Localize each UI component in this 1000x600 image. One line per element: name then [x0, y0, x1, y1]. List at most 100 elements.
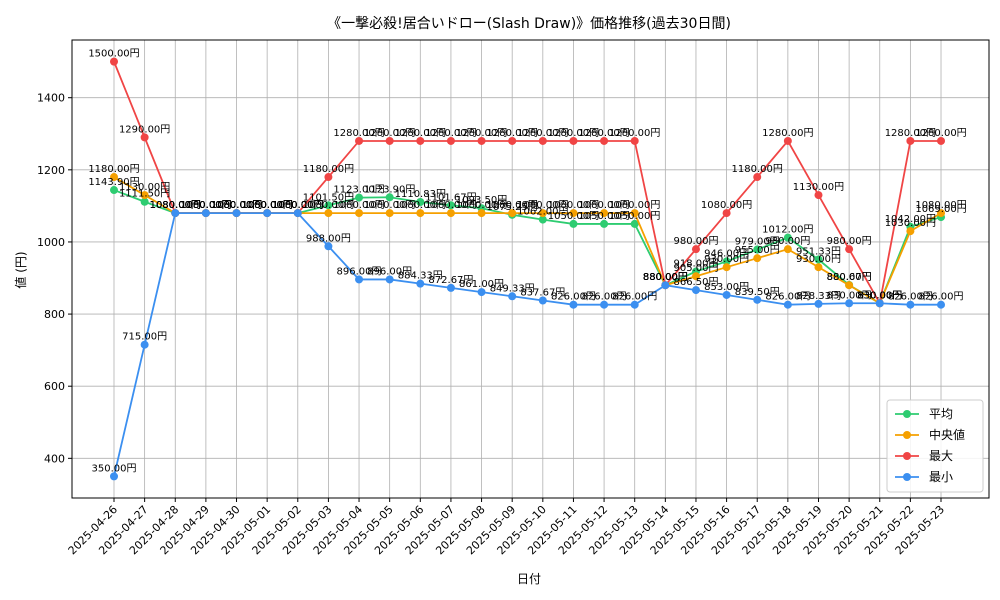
data-label: 839.50円: [735, 287, 780, 298]
data-label: 1050.00円: [609, 211, 660, 222]
data-point: [446, 283, 455, 292]
data-point: [783, 233, 792, 242]
data-label: 1280.00円: [517, 128, 568, 139]
data-point: [600, 209, 609, 218]
data-label: 826.00円: [765, 292, 810, 303]
data-label: 830.00円: [857, 290, 902, 301]
data-point: [324, 242, 333, 251]
data-point: [232, 209, 241, 218]
data-label: 1280.00円: [487, 128, 538, 139]
data-label: 880.00円: [827, 272, 872, 283]
data-point: [324, 201, 333, 210]
data-point: [722, 263, 731, 272]
y-tick-label: 1400: [37, 92, 65, 105]
data-label: 896.00円: [367, 266, 412, 277]
data-point: [753, 173, 762, 182]
data-label: 1080.00円: [180, 200, 231, 211]
data-label: 1101.67円: [425, 192, 476, 203]
data-point: [110, 173, 118, 182]
y-tick-label: 1200: [37, 164, 65, 177]
data-point: [845, 281, 854, 290]
legend-swatch-marker: [903, 473, 911, 481]
data-point: [845, 299, 854, 308]
chart-title: 《一撃必殺!居合いドロー(Slash Draw)》価格推移(過去30日間): [327, 16, 731, 32]
data-point: [630, 209, 639, 218]
data-label: 946.00円: [704, 248, 749, 259]
data-label: 988.00円: [306, 233, 351, 244]
data-label: 1111.50円: [119, 189, 170, 200]
data-label: 1080.00円: [211, 200, 262, 211]
data-point: [630, 219, 639, 228]
data-label: 1042.00円: [885, 214, 936, 225]
data-point: [538, 296, 547, 305]
data-point: [753, 295, 762, 304]
data-label: 1080.00円: [578, 200, 629, 211]
data-label: 1080.00円: [548, 200, 599, 211]
data-point: [355, 136, 364, 145]
data-label: 1280.00円: [885, 128, 936, 139]
data-point: [477, 288, 486, 297]
data-point: [600, 300, 609, 309]
data-label: 880.67円: [827, 272, 872, 283]
data-point: [722, 257, 731, 266]
data-point: [722, 209, 731, 218]
data-label: 830.00円: [857, 290, 902, 301]
data-point: [385, 275, 394, 284]
data-point: [538, 209, 547, 218]
data-point: [446, 209, 455, 218]
legend-swatch-marker: [903, 431, 911, 439]
data-point: [110, 472, 118, 481]
data-point: [753, 254, 762, 263]
data-label: 1290.00円: [119, 124, 170, 135]
legend-entry: 最小: [929, 470, 953, 484]
data-label: 872.67円: [428, 275, 473, 286]
data-label: 1180.00円: [303, 164, 354, 175]
data-label: 1080.00円: [241, 200, 292, 211]
data-point: [508, 136, 517, 145]
data-point: [600, 219, 609, 228]
legend-entry: 平均: [929, 407, 953, 421]
data-label: 1080.00円: [395, 200, 446, 211]
data-label: 1080.00円: [241, 200, 292, 211]
data-label: 1080.00円: [180, 200, 231, 211]
data-point: [906, 227, 915, 236]
data-label: 1075.25円: [487, 202, 538, 213]
data-point: [385, 136, 394, 145]
data-point: [140, 340, 149, 349]
data-point: [937, 209, 946, 218]
data-point: [691, 245, 700, 254]
y-axis-label: 値 (円): [13, 251, 28, 288]
data-label: 930.00円: [704, 254, 749, 265]
data-label: 1280.00円: [548, 128, 599, 139]
data-label: 1080.00円: [915, 200, 966, 211]
grid: [72, 40, 989, 498]
data-label: 1080.00円: [211, 200, 262, 211]
data-label: 1080.00円: [517, 200, 568, 211]
data-label: 1180.00円: [732, 164, 783, 175]
legend-entry: 最大: [929, 449, 953, 463]
data-label: 880.00円: [643, 272, 688, 283]
data-label: 880.00円: [643, 272, 688, 283]
data-label: 1080.00円: [272, 200, 323, 211]
data-label: 930.00円: [796, 254, 841, 265]
data-label: 866.50円: [673, 277, 718, 288]
data-label: 1080.00円: [150, 200, 201, 211]
data-label: 1012.00円: [762, 225, 813, 236]
data-label: 1080.00円: [487, 200, 538, 211]
data-label: 1101.50円: [303, 192, 354, 203]
data-label: 1080.00円: [303, 200, 354, 211]
data-label: 979.00円: [735, 237, 780, 248]
data-point: [508, 292, 517, 301]
data-point: [538, 136, 547, 145]
legend-box: [886, 399, 984, 493]
data-point: [201, 209, 210, 218]
data-label: 1080.00円: [241, 200, 292, 211]
data-point: [783, 136, 792, 145]
data-point: [477, 209, 486, 218]
data-point: [355, 209, 364, 218]
data-label: 853.00円: [704, 282, 749, 293]
data-label: 849.33円: [490, 283, 535, 294]
data-point: [538, 215, 547, 224]
